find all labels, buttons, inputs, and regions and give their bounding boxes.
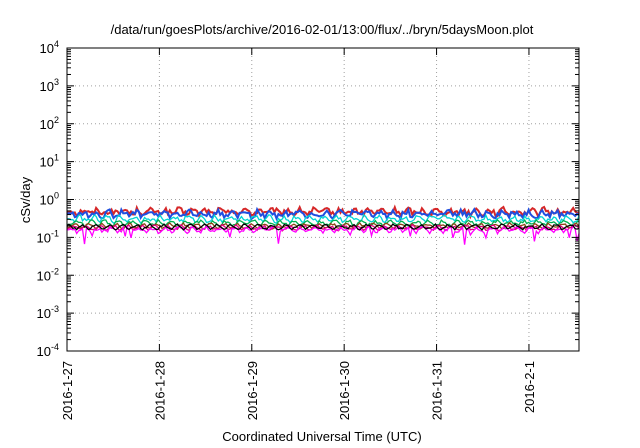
y-axis-label: cSv/day: [18, 176, 33, 223]
x-tick-label: 2016-2-1: [522, 361, 537, 413]
grid: [66, 48, 579, 351]
y-tick-label: 100: [40, 191, 59, 208]
series-line: [66, 223, 580, 233]
y-axis: 10-4 10-3 10-2 10-1 100 101 102 103 104: [37, 39, 579, 359]
x-axis: 2016-1-27 2016-1-28 2016-1-29 2016-1-30 2016…: [60, 48, 537, 420]
series-line: [66, 223, 580, 232]
x-axis-label: Coordinated Universal Time (UTC): [222, 429, 421, 444]
y-tick-label: 102: [40, 115, 59, 132]
x-tick-label: 2016-1-27: [60, 361, 75, 420]
y-tick-label: 10-1: [37, 228, 59, 245]
x-tick-label: 2016-1-28: [152, 361, 167, 420]
y-tick-label: 10-4: [37, 342, 59, 359]
y-tick-label: 103: [40, 77, 59, 94]
y-tick-label: 104: [40, 39, 59, 56]
x-tick-label: 2016-1-30: [337, 361, 352, 420]
series-line: [66, 206, 580, 222]
series-group: [66, 204, 580, 245]
series-line: [66, 204, 580, 220]
series-line: [67, 213, 580, 225]
x-tick-label: 2016-1-31: [430, 361, 445, 420]
x-tick-label: 2016-1-29: [245, 361, 260, 420]
y-tick-label: 10-3: [37, 304, 59, 321]
y-tick-label: 101: [40, 153, 59, 170]
chart-title: /data/run/goesPlots/archive/2016-02-01/1…: [111, 22, 534, 37]
series-line: [66, 218, 580, 228]
y-tick-label: 10-2: [37, 266, 59, 283]
